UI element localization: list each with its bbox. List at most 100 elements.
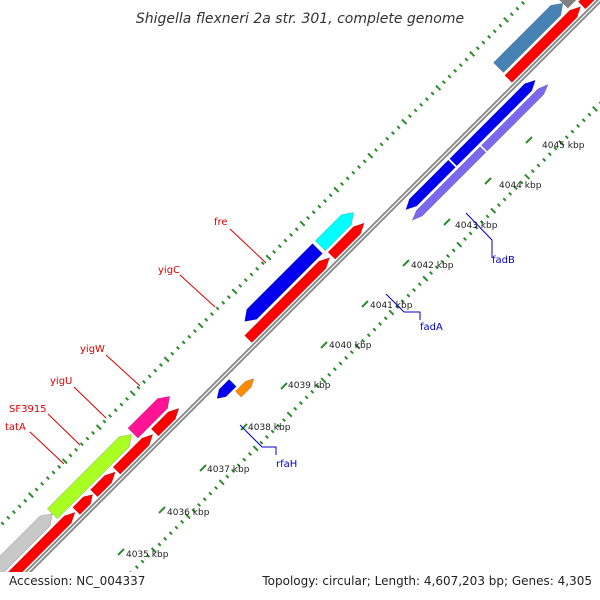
gene-label-SF3915[interactable]: SF3915: [9, 404, 81, 446]
feature-red-segment-2[interactable]: [72, 491, 96, 515]
inner-tick-track: [0, 0, 526, 526]
tick-mark: [298, 401, 303, 406]
feature-steelblue-gene[interactable]: [493, 0, 568, 73]
kbp-tick-4044: [484, 177, 492, 185]
tick-mark: [469, 50, 476, 57]
gene-label-yigC[interactable]: yigC: [158, 265, 216, 308]
tick-mark: [475, 46, 480, 51]
feature-red-segment-3[interactable]: [90, 468, 119, 498]
tick-mark: [45, 476, 50, 481]
tick-mark: [170, 351, 175, 356]
tick-mark: [74, 447, 79, 452]
tick-mark: [440, 259, 445, 264]
tick-mark: [558, 139, 565, 146]
tick-mark: [367, 152, 374, 159]
feature-rfaH-blue-gene[interactable]: [214, 378, 237, 402]
tick-mark: [6, 515, 11, 520]
tick-mark: [255, 266, 260, 271]
tick-mark: [412, 287, 417, 292]
tick-mark: [349, 350, 354, 355]
feature-fadA-blue-gene[interactable]: [402, 159, 456, 213]
tick-mark: [492, 29, 497, 34]
tick-mark: [204, 317, 209, 322]
feature-yigW-gene[interactable]: [127, 391, 175, 439]
tick-mark: [327, 372, 332, 377]
feature-fre-gene[interactable]: [314, 208, 358, 252]
kbp-tick-4037: [199, 464, 207, 472]
tick-mark: [361, 338, 366, 343]
kbp-tick-4035: [117, 548, 125, 556]
gene-label-fadB[interactable]: fadB: [465, 212, 515, 266]
tick-mark: [163, 356, 170, 363]
tick-mark: [379, 142, 384, 147]
tick-mark: [338, 361, 343, 366]
tick-mark: [226, 295, 231, 300]
tick-mark: [315, 384, 320, 389]
accession-text: Accession: NC_004337: [9, 574, 145, 588]
tick-mark: [456, 241, 463, 248]
tick-mark: [209, 312, 214, 317]
feature-red-segment-4[interactable]: [112, 431, 156, 475]
tick-mark: [184, 513, 191, 520]
gene-label-layer: fre yigC yigW yigU SF3915 tatA fadB fad: [5, 212, 515, 470]
tick-mark: [519, 180, 524, 185]
tick-mark: [270, 429, 275, 434]
tick-mark: [383, 316, 388, 321]
tick-mark: [462, 237, 467, 242]
tick-mark: [113, 408, 118, 413]
tick-mark: [378, 321, 383, 326]
feature-fadB-slate-gene[interactable]: [481, 82, 551, 152]
tick-mark: [79, 442, 84, 447]
gene-label-yigU[interactable]: yigU: [50, 376, 107, 419]
feature-red-segment-7[interactable]: [327, 220, 368, 260]
tick-mark: [372, 327, 377, 332]
feature-fadB-blue-gene[interactable]: [449, 77, 539, 167]
tick-mark: [481, 40, 486, 45]
tick-mark: [283, 238, 288, 243]
tick-mark: [276, 423, 281, 428]
tick-mark: [61, 458, 68, 465]
tick-mark: [502, 197, 507, 202]
kbp-label-4041: 4041 kbp: [370, 301, 413, 311]
tick-mark: [294, 227, 299, 232]
tick-mark: [419, 102, 424, 107]
tick-mark: [468, 231, 473, 236]
feature-red-segment-9[interactable]: [577, 0, 600, 10]
tick-mark: [458, 63, 463, 68]
kbp-label-4036: 4036 kbp: [167, 508, 210, 518]
feature-lightgray-block[interactable]: [0, 509, 57, 596]
feature-red-segment-6[interactable]: [244, 254, 333, 344]
tick-mark: [304, 395, 309, 400]
tick-mark: [174, 525, 179, 530]
kbp-label-4035: 4035 kbp: [126, 550, 169, 560]
gene-label-yigC-text: yigC: [158, 265, 180, 276]
tick-mark: [17, 504, 22, 509]
kbp-label-4040: 4040 kbp: [329, 341, 372, 351]
feature-red-segment-5[interactable]: [150, 405, 182, 437]
kbp-label-4045: 4045 kbp: [542, 141, 585, 151]
tick-mark: [286, 411, 293, 418]
tick-mark: [487, 34, 492, 39]
gene-label-rfaH[interactable]: rfaH: [239, 424, 297, 470]
feature-rfaH-orange-gene[interactable]: [235, 376, 256, 398]
tick-mark: [530, 169, 535, 174]
feature-red-segment-8[interactable]: [504, 3, 584, 83]
gene-label-fadB-text: fadB: [492, 255, 515, 266]
feature-tatA-gene[interactable]: [46, 430, 136, 520]
tick-mark: [395, 304, 400, 309]
gene-label-fadA[interactable]: fadA: [385, 293, 443, 333]
tick-mark: [496, 203, 501, 208]
feature-gray-gene[interactable]: [557, 0, 586, 9]
gene-label-yigW[interactable]: yigW: [80, 344, 141, 387]
feature-fadA-slate-gene[interactable]: [409, 146, 487, 223]
gene-label-fadA-text: fadA: [420, 322, 443, 333]
tick-mark: [191, 508, 196, 513]
feature-yigC-gene[interactable]: [240, 243, 323, 327]
gene-label-tatA[interactable]: tatA: [5, 422, 65, 465]
tick-mark: [388, 309, 395, 316]
tick-mark: [108, 413, 113, 418]
tick-mark: [34, 487, 39, 492]
tick-mark: [243, 278, 248, 283]
gene-label-fre[interactable]: fre: [214, 217, 267, 264]
